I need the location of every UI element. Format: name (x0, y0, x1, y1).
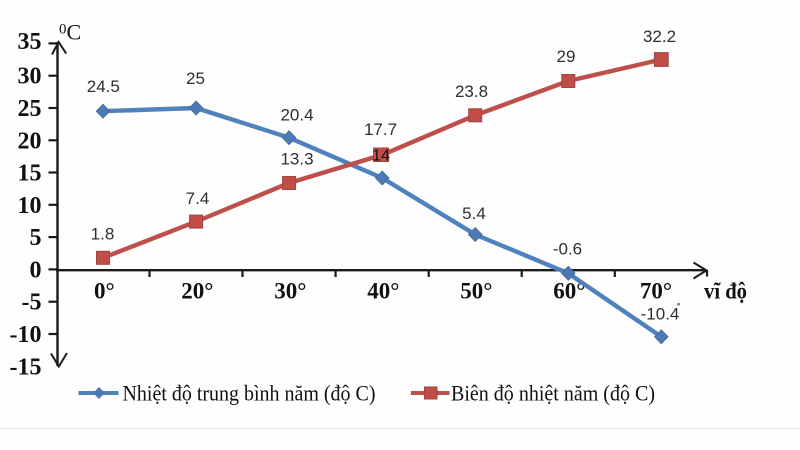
svg-text:7.4: 7.4 (186, 189, 210, 208)
svg-text:-15: -15 (10, 354, 42, 380)
svg-text:25: 25 (186, 69, 205, 88)
svg-text:24.5: 24.5 (87, 77, 120, 96)
svg-text:-10: -10 (10, 322, 42, 348)
svg-text:Nhiệt độ trung bình năm (độ C): Nhiệt độ trung bình năm (độ C) (123, 380, 376, 405)
svg-text:20.4: 20.4 (280, 106, 313, 125)
svg-text:5: 5 (30, 225, 42, 251)
svg-text:35: 35 (18, 29, 42, 55)
svg-text:70°: 70° (640, 279, 672, 304)
svg-text:vĩ độ: vĩ độ (704, 279, 747, 304)
svg-text:Biên độ nhiệt năm (độ C): Biên độ nhiệt năm (độ C) (451, 380, 655, 405)
svg-text:C: C (67, 20, 82, 45)
svg-text:5.4: 5.4 (462, 204, 486, 223)
svg-text:0°: 0° (94, 279, 115, 304)
svg-text:15: 15 (18, 161, 42, 187)
svg-text:17.7: 17.7 (364, 120, 397, 139)
svg-text:23.8: 23.8 (455, 82, 488, 101)
svg-text:20°: 20° (181, 279, 213, 304)
svg-text:0: 0 (30, 257, 42, 283)
svg-text:50°: 50° (460, 279, 492, 304)
svg-text:0: 0 (59, 22, 67, 38)
svg-text:25: 25 (18, 96, 42, 122)
svg-text:32.2: 32.2 (643, 27, 676, 46)
svg-text:40°: 40° (367, 279, 399, 304)
svg-text:10: 10 (18, 193, 42, 219)
svg-text:-0.6: -0.6 (553, 240, 582, 259)
svg-text:1.8: 1.8 (91, 225, 115, 244)
svg-text:-5: -5 (22, 290, 42, 316)
svg-text:30°: 30° (274, 279, 306, 304)
svg-text:13.3: 13.3 (280, 150, 313, 169)
svg-text:20: 20 (18, 128, 42, 154)
svg-text:30: 30 (18, 64, 42, 90)
svg-text:-10.4: -10.4 (641, 305, 680, 324)
svg-text:14: 14 (372, 148, 390, 165)
svg-text:29: 29 (557, 47, 576, 66)
